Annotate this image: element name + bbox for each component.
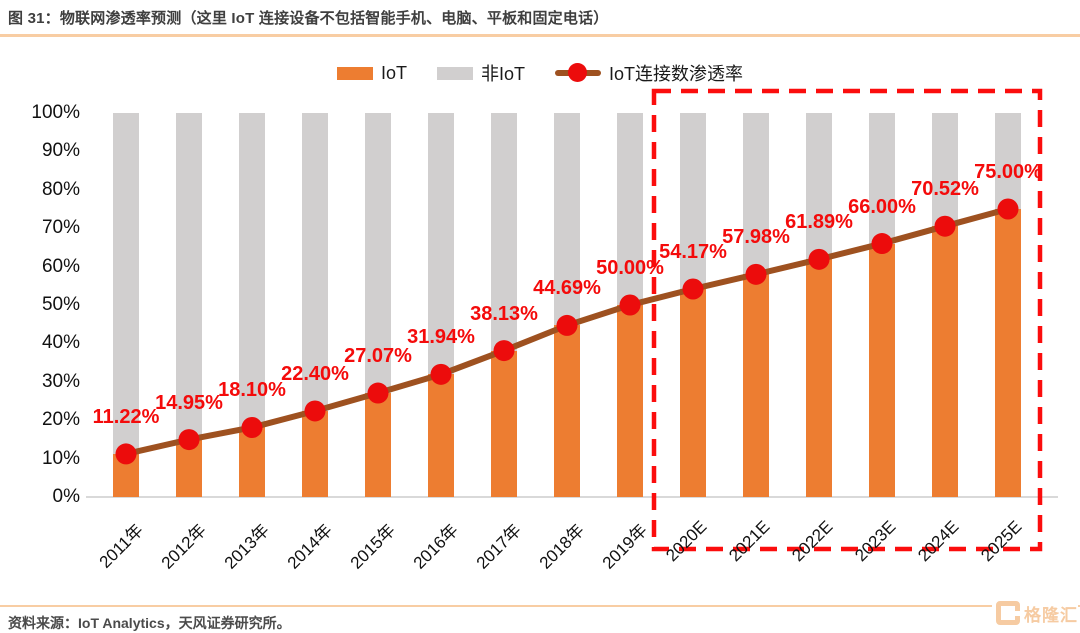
line-data-label: 75.00% (974, 161, 1042, 183)
legend-item-line: IoT连接数渗透率 (555, 60, 743, 86)
bar-segment-iot (743, 274, 769, 497)
bar-segment-iot (302, 410, 328, 497)
line-data-label: 38.13% (470, 302, 538, 325)
bar-segment-iot (239, 427, 265, 497)
bar-segment-iot (932, 226, 958, 497)
legend-item-noniot: 非IoT (436, 60, 525, 86)
line-data-label: 27.07% (344, 345, 412, 368)
x-axis-line (86, 496, 1058, 498)
y-axis-tick-label: 20% (41, 409, 80, 431)
figure-header: 图 31：物联网渗透率预测（这里 IoT 连接设备不包括智能手机、电脑、平板和固… (0, 0, 1080, 37)
y-axis-tick-label: 10% (41, 447, 80, 469)
bar-segment-iot (113, 453, 139, 497)
gelonghui-logo-text: 格隆汇 (1024, 605, 1078, 625)
bar-segment-iot (680, 288, 706, 497)
figure-title: 图 31：物联网渗透率预测（这里 IoT 连接设备不包括智能手机、电脑、平板和固… (8, 10, 609, 27)
bar-segment-iot (869, 243, 895, 497)
legend-swatch (336, 66, 373, 80)
gelonghui-g-icon (996, 601, 1020, 625)
y-axis-tick-label: 30% (41, 370, 80, 392)
bar-segment-iot (491, 350, 517, 497)
chart-legend: IoT 非IoT IoT连接数渗透率 (0, 58, 1080, 88)
y-axis-tick-label: 90% (41, 140, 80, 162)
legend-label: 非IoT (480, 64, 525, 84)
legend-line-sample (555, 63, 601, 82)
y-axis-tick-label: 0% (52, 486, 80, 507)
line-data-label: 44.69% (533, 277, 601, 300)
legend-label: IoT (380, 62, 407, 83)
line-data-label: 31.94% (407, 326, 475, 349)
y-axis-tick-label: 40% (41, 332, 80, 354)
bar-segment-iot (176, 439, 202, 497)
figure-footer: 资料来源：IoT Analytics，天风证券研究所。 格隆汇 (0, 596, 1080, 633)
y-axis-tick-label: 100% (31, 102, 80, 123)
legend-label: IoT连接数渗透率 (609, 64, 744, 84)
bar-segment-iot (806, 259, 832, 497)
bar-segment-iot (365, 393, 391, 497)
bar-segment-iot (617, 305, 643, 497)
bar-segment-iot (995, 209, 1021, 497)
legend-swatch (436, 66, 473, 80)
gelonghui-logo: 格隆汇 (992, 596, 1078, 630)
bar-segment-iot (428, 374, 454, 497)
y-axis-tick-label: 80% (41, 178, 80, 200)
legend-marker-dot (568, 63, 587, 82)
bar-segment-iot (554, 325, 580, 497)
legend-item-iot: IoT (336, 62, 407, 84)
y-axis-tick-label: 50% (41, 294, 80, 315)
y-axis-tick-label: 70% (41, 217, 80, 239)
y-axis-tick-label: 60% (41, 255, 80, 277)
forecast-highlight-box (651, 88, 1043, 552)
source-text: 资料来源：IoT Analytics，天风证券研究所。 (8, 615, 291, 631)
